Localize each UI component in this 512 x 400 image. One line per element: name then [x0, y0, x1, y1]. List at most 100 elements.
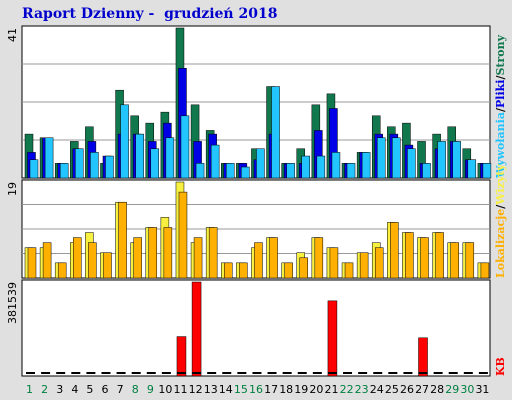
bar-lokalizacje	[465, 242, 475, 279]
bar-wywolania	[180, 115, 190, 179]
bar-wywolania	[346, 163, 356, 179]
bar-lokalizacje	[284, 262, 293, 279]
bar-wywolania	[422, 163, 431, 179]
bar-wywolania	[150, 148, 160, 179]
bar-wywolania	[452, 141, 461, 179]
bar-lokalizacje	[73, 237, 82, 279]
x-tick-label: 26	[400, 383, 414, 396]
x-tick-label: 2	[41, 383, 48, 396]
x-tick-label: 12	[189, 383, 203, 396]
y-max-label: 381539	[6, 282, 19, 324]
x-tick-label: 29	[445, 383, 459, 396]
bar-lokalizacje	[42, 242, 52, 279]
bar-wywolania	[256, 148, 265, 179]
bar-wywolania	[90, 152, 99, 179]
bar-lokalizacje	[450, 242, 459, 279]
bar-wywolania	[437, 141, 446, 179]
bar-lokalizacje	[299, 257, 308, 279]
x-tick-label: 30	[460, 383, 474, 396]
bar-lokalizacje	[390, 222, 399, 279]
bar-lokalizacje	[239, 262, 248, 279]
x-tick-label: 15	[234, 383, 248, 396]
bar-wywolania	[482, 163, 492, 179]
bar-lokalizacje	[480, 262, 490, 279]
bar-wywolania	[376, 137, 386, 179]
x-tick-label: 10	[158, 383, 172, 396]
x-tick-label: 18	[279, 383, 293, 396]
panel-bottom: 381539 KB	[6, 279, 507, 377]
x-tick-label: 8	[132, 383, 139, 396]
legend-entry: Wizyty	[494, 164, 507, 206]
x-tick-label: 5	[86, 383, 93, 396]
bar-lokalizacje	[118, 201, 127, 279]
x-tick-label: 31	[475, 383, 489, 396]
bar-lokalizacje	[359, 252, 369, 279]
bar-lokalizacje	[435, 232, 444, 279]
bar-wywolania	[120, 104, 129, 179]
x-tick-label: 22	[340, 383, 354, 396]
bar-wywolania	[29, 159, 39, 179]
bar-lokalizacje	[344, 262, 354, 279]
bar-lokalizacje	[57, 262, 67, 279]
x-tick-label: 3	[56, 383, 63, 396]
bar-lokalizacje	[329, 247, 339, 279]
bar-wywolania	[467, 159, 477, 179]
bar-lokalizacje	[420, 237, 429, 279]
bar-lokalizacje	[208, 227, 218, 279]
bar-lokalizacje	[405, 232, 414, 279]
bar-kb	[176, 336, 187, 377]
bar-lokalizacje	[103, 252, 112, 279]
x-tick-label: 1	[26, 383, 33, 396]
y-max-label: 41	[6, 28, 19, 42]
legend-middle: Lokalizacje/Wizyty	[494, 164, 507, 278]
legend-entry: Pliki	[494, 80, 507, 108]
x-tick-label: 14	[219, 383, 233, 396]
legend-separator: /	[494, 107, 507, 112]
x-tick-label: 4	[71, 383, 78, 396]
legend-top: Wywołania/Pliki/Strony	[494, 34, 507, 179]
bar-lokalizacje	[148, 227, 158, 279]
bar-lokalizacje	[178, 191, 188, 279]
x-tick-label: 28	[430, 383, 444, 396]
bar-wywolania	[286, 163, 295, 179]
bar-kb	[327, 300, 338, 377]
bar-wywolania	[226, 163, 235, 179]
legend-bottom: KB	[494, 357, 507, 376]
bar-wywolania	[105, 155, 114, 179]
x-tick-label: 13	[204, 383, 218, 396]
x-tick-label: 21	[324, 383, 338, 396]
bar-wywolania	[195, 163, 205, 179]
bar-wywolania	[407, 148, 416, 179]
panel-middle: 19 Lokalizacje/Wizyty	[6, 164, 507, 279]
bar-wywolania	[135, 133, 144, 179]
x-tick-label: 20	[309, 383, 323, 396]
x-tick-label: 6	[102, 383, 109, 396]
x-tick-label: 19	[294, 383, 308, 396]
bar-lokalizacje	[163, 227, 173, 279]
bar-lokalizacje	[374, 247, 384, 279]
bar-wywolania	[59, 163, 69, 179]
x-tick-label: 25	[385, 383, 399, 396]
bar-lokalizacje	[224, 262, 233, 279]
bar-wywolania	[44, 137, 54, 179]
y-max-label: 19	[6, 182, 19, 196]
bar-wywolania	[165, 137, 175, 179]
bar-lokalizacje	[314, 237, 324, 279]
bar-lokalizacje	[254, 242, 263, 279]
bar-kb	[191, 281, 202, 377]
bar-kb	[418, 337, 428, 377]
bar-lokalizacje	[27, 247, 37, 279]
x-tick-label: 27	[415, 383, 429, 396]
bar-lokalizacje	[269, 237, 278, 279]
chart-title: Raport Dzienny - grudzień 2018	[22, 6, 278, 22]
bar-wywolania	[361, 152, 371, 179]
legend-entry: Lokalizacje	[494, 209, 507, 278]
x-tick-label: 9	[147, 383, 154, 396]
bar-wywolania	[271, 86, 280, 179]
bar-wywolania	[75, 148, 84, 179]
panel-frame	[21, 279, 491, 377]
legend-separator: /	[494, 75, 507, 80]
bar-wywolania	[316, 155, 326, 179]
